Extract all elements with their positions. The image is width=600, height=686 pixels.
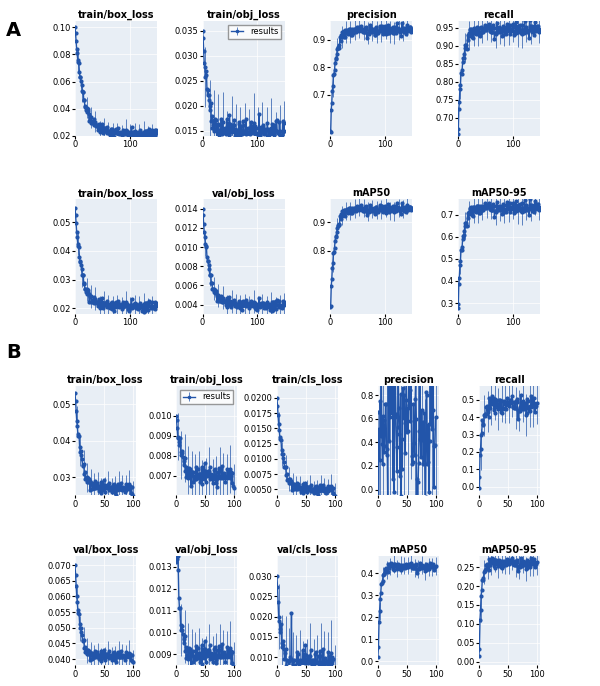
Title: mAP50: mAP50 — [352, 188, 391, 198]
Title: train/box_loss: train/box_loss — [78, 10, 154, 20]
Title: mAP50: mAP50 — [389, 545, 428, 555]
Title: mAP50-95: mAP50-95 — [482, 545, 537, 555]
Title: train/obj_loss: train/obj_loss — [207, 10, 281, 20]
Title: val/obj_loss: val/obj_loss — [175, 545, 238, 555]
Title: val/box_loss: val/box_loss — [73, 545, 139, 555]
Title: precision: precision — [383, 375, 434, 385]
Text: A: A — [6, 21, 21, 40]
Text: B: B — [6, 343, 21, 362]
Title: train/box_loss: train/box_loss — [78, 188, 154, 198]
Legend: results: results — [181, 390, 233, 404]
Title: val/cls_loss: val/cls_loss — [277, 545, 338, 555]
Title: train/obj_loss: train/obj_loss — [170, 375, 244, 386]
Title: precision: precision — [346, 10, 397, 20]
Title: train/box_loss: train/box_loss — [67, 375, 144, 386]
Title: val/obj_loss: val/obj_loss — [212, 188, 275, 198]
Title: recall: recall — [494, 375, 525, 385]
Title: mAP50-95: mAP50-95 — [471, 188, 527, 198]
Legend: results: results — [228, 25, 281, 38]
Title: train/cls_loss: train/cls_loss — [272, 375, 343, 386]
Title: recall: recall — [484, 10, 514, 20]
